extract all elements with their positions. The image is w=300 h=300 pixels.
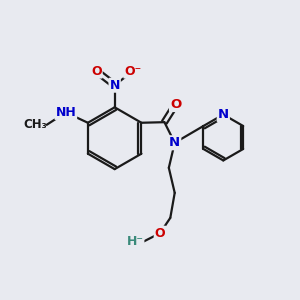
Text: NH: NH xyxy=(56,106,76,119)
Text: O: O xyxy=(155,227,165,240)
Text: O: O xyxy=(91,64,102,78)
Text: O⁻: O⁻ xyxy=(124,64,142,78)
Text: N: N xyxy=(110,79,120,92)
Text: N: N xyxy=(169,136,180,149)
Text: N: N xyxy=(218,108,229,121)
Text: H⁻: H⁻ xyxy=(127,235,144,248)
Text: CH₃: CH₃ xyxy=(23,118,47,131)
Text: O: O xyxy=(170,98,181,111)
